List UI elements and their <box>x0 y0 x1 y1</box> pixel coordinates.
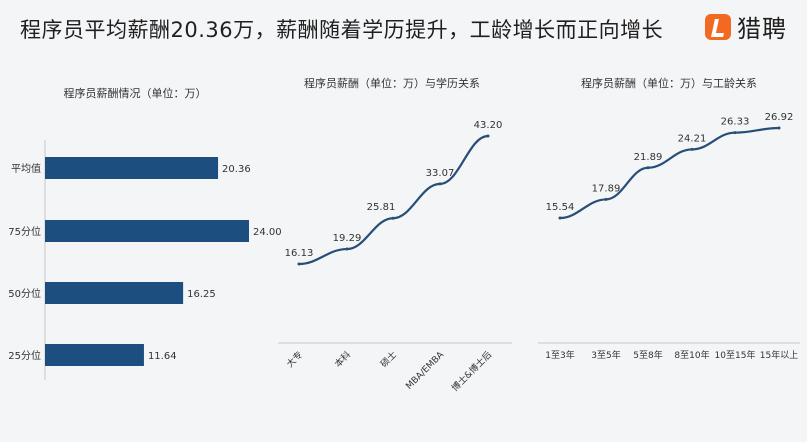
bar <box>45 157 219 179</box>
bar-category-label: 平均值 <box>11 162 41 175</box>
x-tick-label: 1至3年 <box>545 349 574 361</box>
education-line-chart: 16.13 19.29 25.81 33.07 43.20 大专 本科 硕士 MBA/EMBA 博… <box>278 120 512 394</box>
bar <box>45 344 144 366</box>
x-tick-label: 博士&博士后 <box>449 349 494 394</box>
bar-chart-title: 程序员薪酬情况（单位：万） <box>64 86 207 100</box>
series-line <box>298 134 489 266</box>
x-tick-label: 10至15年 <box>715 349 756 361</box>
data-point <box>777 126 781 130</box>
data-label: 19.29 <box>333 233 362 244</box>
data-label: 26.33 <box>721 117 750 128</box>
bar-category-label: 75分位 <box>8 225 41 238</box>
data-label: 26.92 <box>765 112 794 123</box>
data-point <box>733 131 737 135</box>
data-label: 33.07 <box>426 168 455 179</box>
data-point <box>345 247 349 251</box>
x-tick-label: 硕士 <box>378 349 399 370</box>
x-tick-label: 3至5年 <box>591 349 620 361</box>
data-label: 17.89 <box>592 183 621 194</box>
x-tick-label: 大专 <box>284 349 305 370</box>
page-headline: 程序员平均薪酬20.36万，薪酬随着学历提升，工龄增长而正向增长 <box>20 18 664 42</box>
bar-value-label: 11.64 <box>148 351 177 362</box>
data-label: 15.54 <box>546 202 575 213</box>
experience-line-chart: 15.54 17.89 21.89 24.21 26.33 26.92 1至3年 3至5年 5至… <box>538 112 800 361</box>
x-tick-label: 5至8年 <box>633 349 662 361</box>
bar-category-label: 25分位 <box>8 349 41 362</box>
data-label: 24.21 <box>678 133 707 144</box>
data-point <box>690 147 694 151</box>
data-point <box>438 182 442 186</box>
x-tick-label: 15年以上 <box>760 349 798 361</box>
data-label: 21.89 <box>634 152 663 163</box>
bar-value-label: 16.25 <box>187 289 216 300</box>
data-point <box>486 134 490 138</box>
data-point <box>604 197 608 201</box>
bar <box>45 282 184 304</box>
brand-logo: 猎聘 <box>705 9 787 44</box>
bar <box>45 220 249 242</box>
x-tick-label: 8至10年 <box>674 349 709 361</box>
experience-chart-title: 程序员薪酬（单位：万）与工龄关系 <box>581 76 757 90</box>
data-label: 43.20 <box>474 120 503 131</box>
data-label: 25.81 <box>367 202 396 213</box>
data-point <box>558 216 562 220</box>
bar-category-label: 50分位 <box>8 287 41 300</box>
brand-name: 猎聘 <box>737 15 787 43</box>
data-point <box>646 166 650 170</box>
education-chart-title: 程序员薪酬（单位：万）与学历关系 <box>304 76 480 90</box>
liepin-logo-icon <box>705 13 731 40</box>
data-label: 16.13 <box>285 248 314 259</box>
x-tick-label: MBA/EMBA <box>404 349 446 391</box>
bar-chart: 平均值 20.36 75分位 24.00 50分位 16.25 25分位 11.64 <box>8 140 282 380</box>
x-tick-label: 本科 <box>332 349 353 370</box>
series-line <box>559 126 780 220</box>
data-point <box>391 216 395 220</box>
bar-value-label: 20.36 <box>222 164 251 175</box>
bar-value-label: 24.00 <box>253 227 282 238</box>
data-point <box>297 262 301 266</box>
